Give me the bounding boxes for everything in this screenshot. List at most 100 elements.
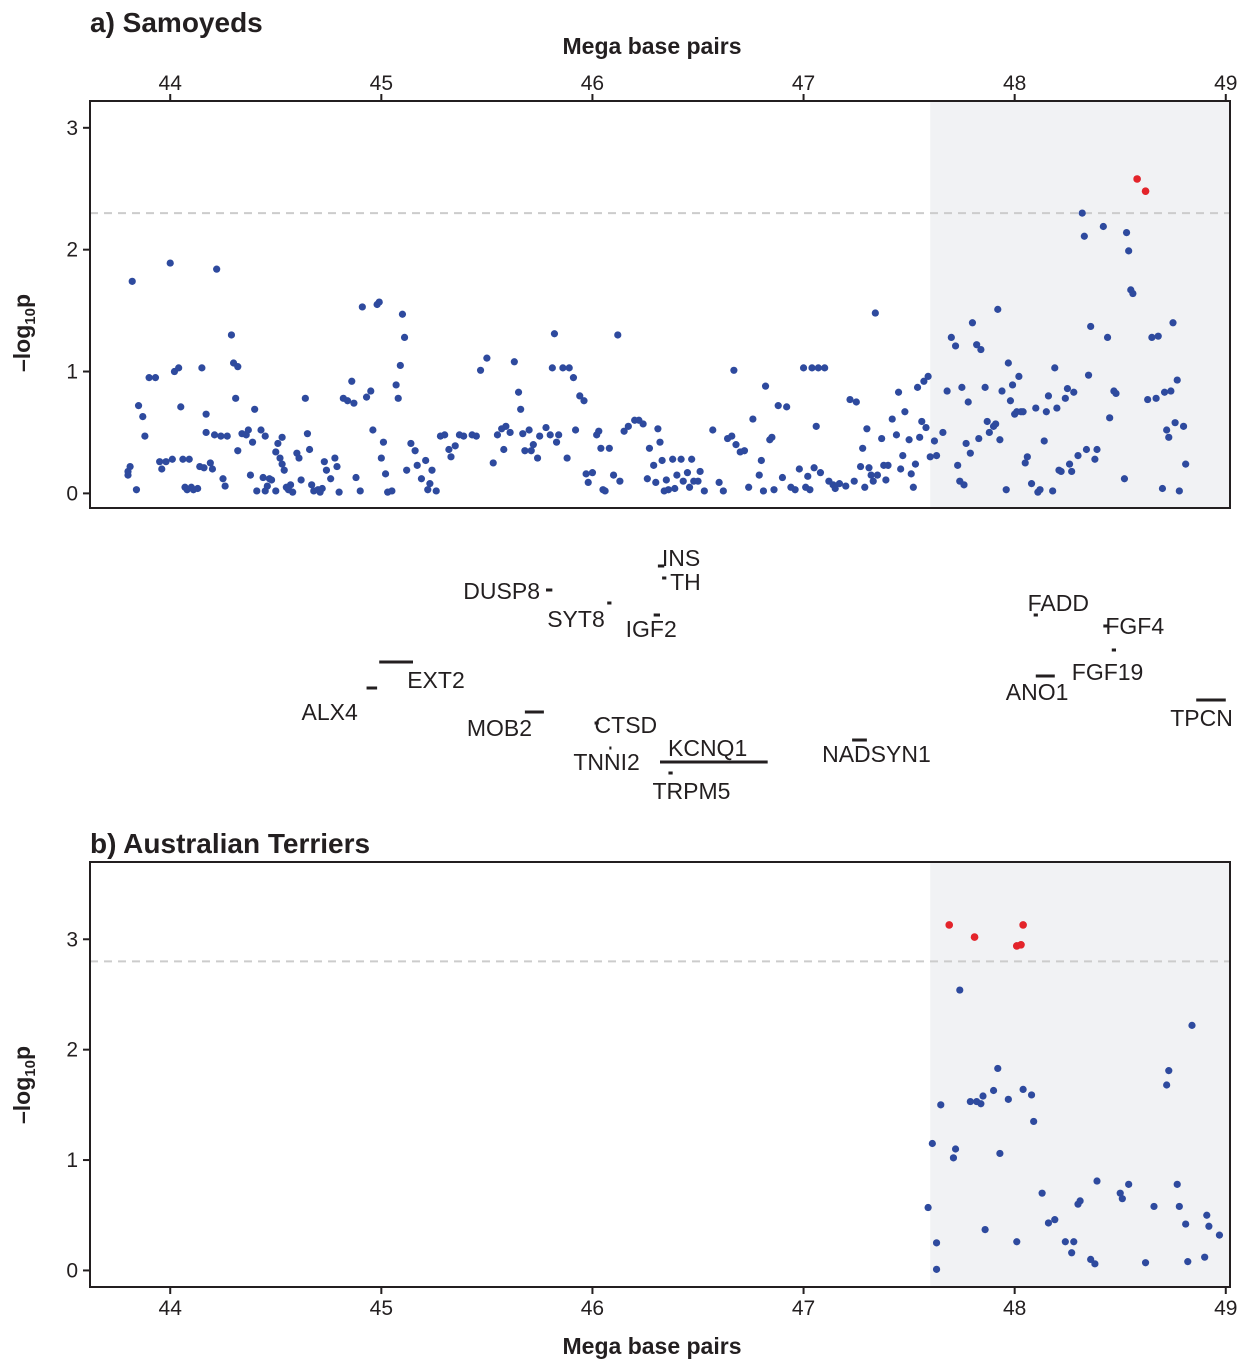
- data-point: [1004, 359, 1012, 367]
- data-point: [552, 438, 561, 446]
- significant-point: [1019, 921, 1027, 929]
- data-point: [426, 480, 434, 488]
- data-point: [861, 483, 869, 491]
- data-point: [145, 374, 153, 382]
- data-point: [493, 431, 502, 439]
- data-point: [388, 487, 396, 495]
- data-point: [569, 374, 578, 382]
- gene-label: TPCN: [1170, 705, 1233, 731]
- data-point: [1203, 1211, 1211, 1219]
- data-point: [1063, 384, 1072, 393]
- data-point: [645, 444, 654, 452]
- data-point: [428, 466, 436, 474]
- data-point: [175, 364, 183, 372]
- data-point: [1087, 322, 1095, 331]
- data-point: [996, 1149, 1004, 1158]
- data-point: [1122, 229, 1131, 237]
- panel-a-y-axis: 0 1 2 3: [66, 117, 90, 505]
- data-point: [379, 438, 388, 446]
- data-point: [1125, 1180, 1133, 1188]
- data-point: [1070, 388, 1078, 396]
- data-point: [1030, 1117, 1038, 1126]
- data-point: [951, 342, 960, 350]
- data-point: [303, 430, 312, 438]
- data-point: [1002, 486, 1010, 494]
- significant-point: [1017, 940, 1025, 949]
- data-point: [1182, 460, 1190, 468]
- data-point: [422, 456, 430, 465]
- data-point: [272, 448, 280, 456]
- gene-label: KCNQ1: [668, 735, 747, 761]
- data-point: [476, 366, 485, 374]
- data-point: [949, 1154, 958, 1162]
- data-point: [878, 434, 886, 443]
- gene-label: FGF4: [1105, 613, 1164, 639]
- data-point: [966, 1097, 974, 1106]
- data-point: [1165, 1067, 1173, 1075]
- data-point: [664, 486, 673, 494]
- panel-a-shaded-region: [930, 101, 1230, 508]
- gene-label: DUSP8: [463, 578, 540, 604]
- data-point: [728, 432, 736, 440]
- gene-label: FGF19: [1072, 659, 1144, 685]
- data-point: [1065, 460, 1074, 468]
- data-point: [614, 331, 622, 339]
- data-point: [956, 986, 964, 994]
- data-point: [194, 484, 202, 493]
- data-point: [1175, 487, 1183, 495]
- gene-label: EXT2: [407, 667, 465, 693]
- data-point: [871, 309, 879, 317]
- data-point: [597, 444, 605, 452]
- data-point: [652, 478, 660, 487]
- data-point: [1044, 1219, 1053, 1227]
- data-point: [217, 432, 225, 440]
- data-point: [755, 471, 763, 479]
- panel-a-y-label-sub: 10: [22, 308, 39, 325]
- gene-label: IGF2: [626, 616, 677, 642]
- data-point: [996, 436, 1004, 444]
- data-point: [1163, 1081, 1171, 1089]
- data-point: [842, 482, 850, 490]
- data-point: [208, 465, 217, 473]
- data-point: [1070, 1238, 1078, 1246]
- data-point: [1173, 1180, 1181, 1188]
- data-point: [1118, 1195, 1126, 1203]
- data-point: [1057, 467, 1065, 476]
- data-point: [863, 425, 871, 433]
- data-point: [624, 422, 632, 430]
- data-point: [472, 432, 480, 440]
- data-point: [550, 330, 559, 338]
- data-point: [867, 471, 875, 479]
- data-point: [398, 310, 407, 318]
- data-point: [202, 410, 210, 418]
- data-point: [394, 394, 402, 402]
- data-point: [806, 486, 814, 494]
- y-tick-label: 0: [66, 1259, 78, 1282]
- data-point: [519, 430, 527, 438]
- data-point: [932, 1265, 941, 1273]
- data-point: [968, 319, 977, 327]
- data-point: [964, 398, 972, 406]
- data-point: [392, 381, 400, 389]
- data-point: [1215, 1231, 1224, 1239]
- data-point: [865, 464, 873, 472]
- panel-a-x-axis-top: 44 45 46 47 48 49: [159, 72, 1237, 101]
- data-point: [759, 487, 768, 495]
- data-point: [1019, 408, 1027, 416]
- data-point: [514, 388, 523, 396]
- data-point: [168, 455, 176, 463]
- data-point: [1091, 455, 1099, 463]
- gene-label: SYT8: [547, 606, 605, 632]
- data-point: [831, 484, 839, 493]
- data-point: [335, 488, 343, 496]
- x-tick-label: 49: [1214, 72, 1237, 95]
- data-point: [1167, 387, 1175, 395]
- data-point: [654, 425, 662, 433]
- data-point: [1027, 1091, 1036, 1099]
- gene-label: NADSYN1: [822, 741, 931, 767]
- data-point: [521, 447, 529, 455]
- data-point: [1103, 333, 1112, 342]
- data-point: [1173, 376, 1181, 384]
- x-tick-label: 48: [1003, 1297, 1026, 1320]
